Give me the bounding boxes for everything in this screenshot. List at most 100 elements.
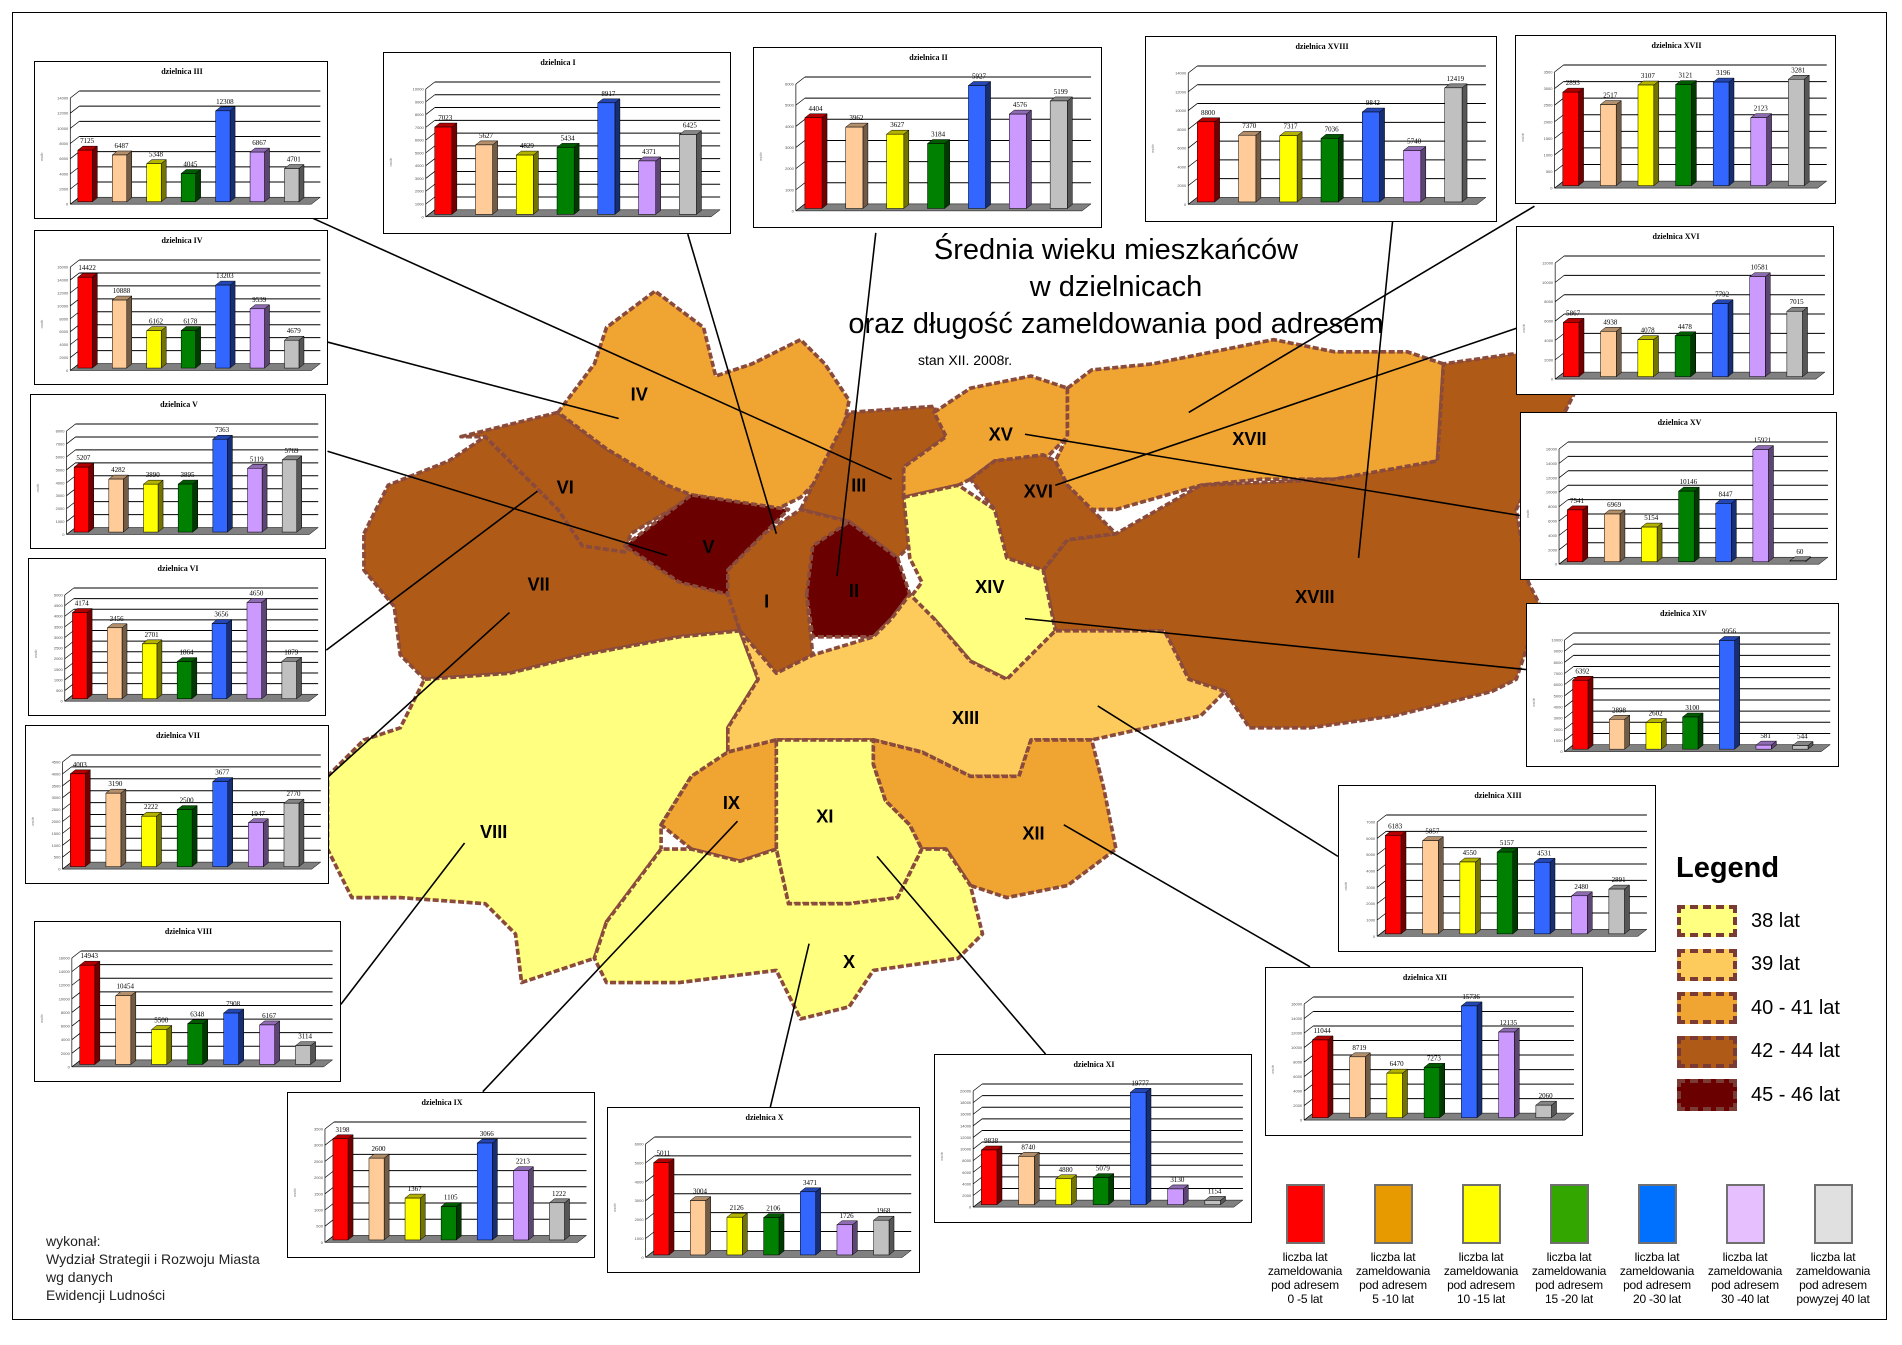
bar — [215, 110, 231, 202]
bar — [1459, 861, 1476, 935]
data-label: 5348 — [149, 151, 164, 159]
gridline-diagonal — [324, 1170, 335, 1178]
bar-side — [1587, 675, 1594, 750]
bar-side — [1439, 1062, 1446, 1119]
y-tick-label: 4000 — [785, 124, 795, 129]
bar — [368, 1157, 385, 1241]
legend-swatch — [1677, 905, 1737, 937]
bar-side — [1034, 1151, 1040, 1206]
y-tick-label: 2000 — [1554, 727, 1564, 732]
bar-side — [1400, 830, 1407, 935]
data-label: 12135 — [1500, 1019, 1518, 1027]
data-label: 15921 — [1754, 437, 1772, 445]
bar-chart: dzielnica XV osób 0 2000 4000 6000 8000 10000 12… — [1525, 418, 1829, 567]
bar-side — [1461, 83, 1468, 203]
data-label: 5154 — [1644, 514, 1659, 522]
bar — [1566, 509, 1584, 562]
y-tick-label: 0 — [321, 1240, 324, 1245]
data-label: 8800 — [1201, 109, 1216, 117]
gridline-diagonal — [1554, 255, 1565, 264]
district-label: XIII — [952, 708, 979, 728]
y-tick-label: 0 — [1184, 202, 1187, 207]
data-label: 2701 — [145, 631, 160, 639]
y-tick-label: 10000 — [1546, 490, 1558, 495]
y-tick-label: 14000 — [1546, 461, 1558, 466]
gridline-diagonal — [1303, 996, 1314, 1005]
y-tick-label: 1000 — [314, 1208, 324, 1213]
data-label: 4371 — [642, 148, 657, 156]
bar-side — [533, 150, 539, 215]
gridline-diagonal — [1554, 313, 1565, 322]
chart-district-vii: dzielnica VII osób 0 500 1000 1500 2000 2500 300… — [25, 725, 329, 884]
gridline-diagonal — [972, 1176, 983, 1185]
gridline-diagonal — [1303, 1083, 1314, 1092]
leader-line — [769, 943, 810, 1108]
chart-district-xviii: dzielnica XVIII osób 0 2000 4000 6000 8000 1000… — [1145, 36, 1497, 222]
y-tick-label: 6000 — [1293, 1074, 1303, 1079]
chart-district-i: dzielnica I osób 0 1000 2000 3000 4000 5000 6000… — [383, 52, 731, 234]
gridline-diagonal — [972, 1118, 983, 1127]
data-label: 7792 — [1715, 291, 1730, 299]
y-tick-label: 0 — [792, 208, 795, 213]
bar — [1386, 1072, 1403, 1118]
gridline-diagonal — [1188, 103, 1198, 111]
gridline-diagonal — [324, 1186, 335, 1195]
y-tick-label: 4000 — [1293, 1089, 1303, 1094]
bar-side — [528, 1166, 534, 1241]
y-tick-label: 0 — [1550, 186, 1553, 191]
bar-side — [1731, 498, 1737, 563]
data-label: 4531 — [1537, 849, 1552, 857]
bar-chart: dzielnica IX osób 0 500 1000 1500 2000 2500 3000… — [292, 1098, 588, 1245]
chart-title: dzielnica IV — [161, 236, 202, 245]
gridline-diagonal — [972, 1130, 983, 1138]
bar — [845, 126, 864, 209]
bar-side — [862, 122, 869, 209]
bar — [679, 134, 697, 215]
y-tick-label: 6000 — [1177, 146, 1187, 151]
data-label: 7036 — [1325, 125, 1340, 133]
bar-side — [1802, 306, 1808, 378]
gridline-diagonal — [1564, 722, 1574, 730]
y-tick-label: 6000 — [415, 138, 425, 143]
data-label: 5740 — [1407, 138, 1422, 146]
data-label: 10146 — [1680, 478, 1698, 486]
data-label: 7363 — [215, 426, 230, 434]
bar — [1361, 111, 1380, 203]
bar-chart: dzielnica XI osób 0 2000 4000 6000 8000 10000 12… — [939, 1060, 1244, 1210]
bar-chart: dzielnica XVII osób 0 500 1000 1500 2000 2500 30… — [1520, 41, 1828, 191]
data-label: 3677 — [215, 769, 230, 777]
gridline-diagonal — [71, 950, 82, 959]
chart-district-ix: dzielnica IX osób 0 500 1000 1500 2000 2500 3000… — [287, 1092, 595, 1258]
bar-side — [1624, 714, 1630, 750]
y-tick-label: 10000 — [1175, 108, 1187, 113]
bar-side — [1514, 1027, 1520, 1119]
y-tick-label: 4000 — [59, 342, 69, 347]
y-tick-label: 4000 — [56, 480, 66, 485]
chart-district-xiv: dzielnica XIV osób 0 1000 2000 3000 4000 5000 60… — [1526, 603, 1839, 767]
gridline-diagonal — [1558, 542, 1569, 551]
y-tick-label: 6000 — [635, 1142, 645, 1147]
gridline-diagonal — [62, 778, 72, 787]
bar — [1444, 87, 1463, 203]
chart-district-x: dzielnica X osób 0 1000 2000 3000 4000 5000 6000… — [607, 1107, 920, 1273]
gridline-diagonal — [645, 1193, 655, 1201]
bar-side — [347, 1134, 354, 1241]
y-axis-label: osób — [39, 152, 44, 161]
y-tick-label: 4000 — [415, 163, 425, 168]
gridline-diagonal — [1303, 1025, 1314, 1034]
bar-side — [238, 1008, 244, 1065]
gridline-diagonal — [795, 97, 806, 106]
bar — [1498, 1031, 1515, 1118]
data-label: 7015 — [1790, 298, 1805, 306]
bar — [180, 173, 196, 202]
duration-legend-item: liczba lat zameldowania pod adresem 30 -40 … — [1702, 1184, 1788, 1306]
y-tick-label: 10000 — [1542, 280, 1554, 285]
y-tick-label: 2000 — [415, 189, 425, 194]
legend-label-line: liczba lat — [1282, 1250, 1328, 1264]
y-tick-label: 0 — [641, 1255, 644, 1260]
gridline-diagonal — [645, 1174, 655, 1183]
data-label: 8740 — [1021, 1143, 1036, 1151]
y-tick-label: 8000 — [1293, 1060, 1303, 1065]
gridline-diagonal — [1564, 744, 1574, 752]
y-tick-label: 4000 — [962, 1181, 972, 1186]
